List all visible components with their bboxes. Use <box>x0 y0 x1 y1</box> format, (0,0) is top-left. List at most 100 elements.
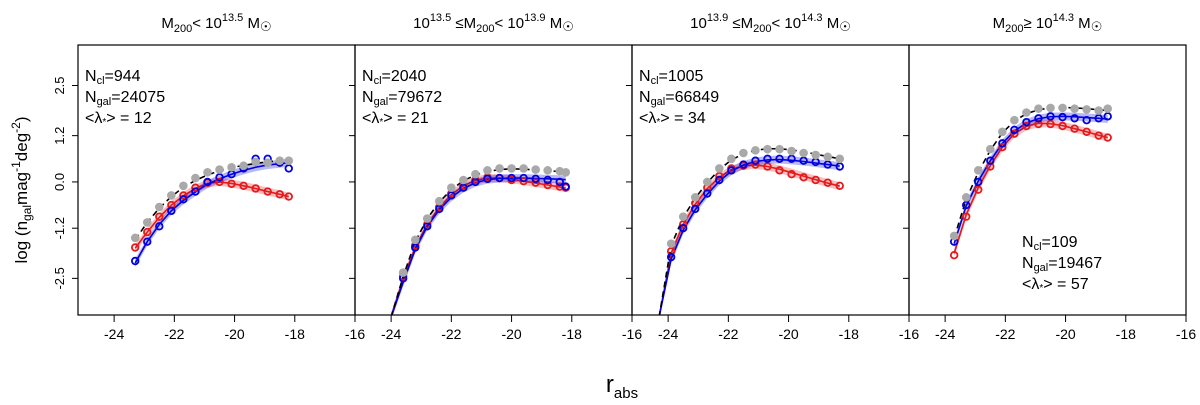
data-point-red <box>799 173 808 182</box>
x-tick-label: -16 <box>622 326 642 342</box>
annot-sub: cl <box>1034 241 1042 253</box>
data-point-grey <box>519 164 528 173</box>
annot-text: N <box>362 68 374 85</box>
annot-value: > = 21 <box>383 110 428 127</box>
data-point-grey <box>435 196 444 206</box>
data-point-blue <box>703 189 712 198</box>
annot-sub: cl <box>97 75 105 87</box>
annot-value: > = 57 <box>1043 276 1088 293</box>
annot-text: <λ <box>1022 276 1039 293</box>
data-point-red <box>1103 133 1112 142</box>
data-point-blue <box>763 154 772 163</box>
annot-value: > = 34 <box>660 110 705 127</box>
data-point-blue <box>411 243 420 252</box>
data-point-blue <box>1034 114 1043 123</box>
fit-line-blue <box>658 158 840 315</box>
data-point-red <box>715 171 724 181</box>
data-point-grey <box>1082 105 1091 114</box>
data-point-blue <box>739 160 748 169</box>
data-point-blue <box>131 256 140 266</box>
annot-text: N <box>85 89 97 106</box>
data-point-blue <box>155 222 164 231</box>
data-point-red <box>1094 131 1103 140</box>
title-text: M <box>161 15 174 32</box>
data-point-blue <box>203 177 212 187</box>
data-point-blue <box>531 174 540 184</box>
data-point-red <box>191 183 200 192</box>
data-point-blue <box>799 156 808 165</box>
plot-area <box>130 154 294 267</box>
title-sub: 200 <box>476 23 494 35</box>
data-point-blue <box>561 182 570 191</box>
x-tick-label: -20 <box>224 326 244 342</box>
title-text: M <box>546 15 563 32</box>
data-point-grey <box>179 181 188 191</box>
data-point-blue <box>483 174 492 184</box>
data-point-red <box>1082 127 1091 136</box>
x-tick-label: -18 <box>839 326 859 342</box>
x-tick-label: -24 <box>381 326 401 342</box>
annot-text: <λ <box>639 110 656 127</box>
annot-text: N <box>639 68 651 85</box>
annot-ncl: Ncl=944 <box>85 68 141 87</box>
plot-frame <box>908 44 1187 316</box>
annot-value: =66849 <box>665 89 719 106</box>
x-axis-label: rabs <box>606 371 638 402</box>
title-sup: 13.5 <box>430 12 451 24</box>
x-tick-label: -18 <box>285 326 305 342</box>
data-point-grey <box>239 161 248 171</box>
title-text: M <box>823 15 840 32</box>
title-sup: 13.9 <box>707 12 728 24</box>
fit-band-blue <box>135 158 289 267</box>
title-sun-symbol: ☉ <box>562 19 574 34</box>
title-text: M <box>993 15 1006 32</box>
plot-area <box>390 164 571 315</box>
annot-ngal: Ngal=19467 <box>1022 255 1102 274</box>
data-point-red <box>787 170 796 179</box>
data-point-red <box>284 192 293 201</box>
title-text: ≤M <box>728 15 753 32</box>
data-point-grey <box>215 165 224 174</box>
x-tick-label: -24 <box>104 326 124 342</box>
data-point-grey <box>275 156 285 166</box>
data-point-red <box>131 243 140 252</box>
annot-lambda: <λ*> = 34 <box>639 110 706 128</box>
data-point-grey <box>398 268 408 277</box>
data-point-grey <box>471 169 480 179</box>
data-point-grey <box>751 146 760 155</box>
annot-text: N <box>639 89 651 106</box>
annot-text: N <box>1022 255 1034 272</box>
data-point-red <box>949 251 959 260</box>
title-sup: 14.3 <box>1053 12 1074 24</box>
data-point-grey <box>507 164 516 173</box>
plot-frame <box>631 44 910 316</box>
title-text: < 10 <box>495 15 525 32</box>
data-point-red <box>275 190 284 199</box>
data-point-blue <box>1010 125 1019 135</box>
data-point-blue <box>986 156 995 165</box>
x-tick-label: -18 <box>1116 326 1136 342</box>
panel-title: M200≥ 1014.3 M☉ <box>993 12 1103 35</box>
title-text: 10 <box>413 15 430 32</box>
data-point-red <box>519 176 528 186</box>
data-point-red <box>751 160 760 169</box>
data-point-blue <box>507 173 516 183</box>
panel-title: 1013.9 ≤M200< 1014.3 M☉ <box>690 12 851 35</box>
data-point-blue <box>495 173 504 183</box>
data-point-red <box>263 187 272 196</box>
data-point-blue <box>751 156 760 165</box>
annot-sub: * <box>379 117 383 128</box>
data-point-grey <box>422 214 432 223</box>
data-point-blue <box>691 204 700 214</box>
fit-line-red <box>390 177 566 315</box>
annot-text: N <box>1022 234 1034 251</box>
data-point-blue <box>787 154 796 163</box>
data-point-red <box>1010 129 1019 138</box>
x-tick-label: -16 <box>1176 326 1196 342</box>
title-text: ≤M <box>451 15 476 32</box>
data-point-blue <box>543 175 552 185</box>
data-point-grey <box>483 166 492 175</box>
data-point-blue <box>191 187 200 196</box>
data-point-red <box>811 175 820 185</box>
annot-lambda: <λ*> = 57 <box>1022 276 1089 294</box>
